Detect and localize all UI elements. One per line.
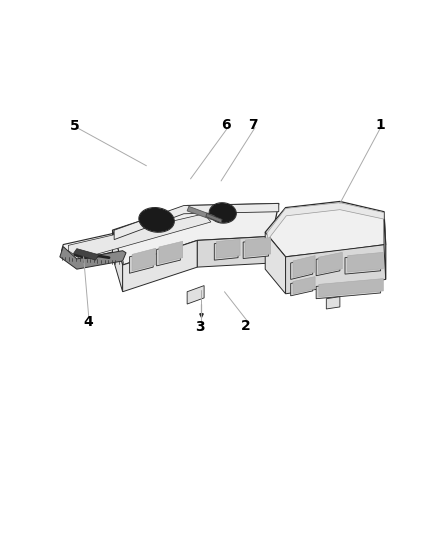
Text: 6: 6 bbox=[221, 118, 231, 132]
Polygon shape bbox=[68, 214, 211, 259]
Polygon shape bbox=[265, 232, 286, 294]
Polygon shape bbox=[61, 212, 224, 261]
Polygon shape bbox=[159, 241, 183, 263]
Text: 2: 2 bbox=[241, 319, 251, 333]
Polygon shape bbox=[326, 297, 340, 309]
Ellipse shape bbox=[140, 208, 173, 231]
Polygon shape bbox=[197, 236, 272, 267]
Polygon shape bbox=[132, 248, 156, 271]
Polygon shape bbox=[316, 254, 340, 276]
Polygon shape bbox=[206, 213, 222, 223]
Polygon shape bbox=[345, 254, 381, 274]
Polygon shape bbox=[245, 238, 271, 256]
Polygon shape bbox=[267, 203, 384, 240]
Polygon shape bbox=[293, 277, 315, 294]
Polygon shape bbox=[384, 212, 386, 279]
Polygon shape bbox=[316, 281, 381, 298]
Polygon shape bbox=[293, 256, 315, 277]
Polygon shape bbox=[291, 279, 313, 296]
Text: 5: 5 bbox=[70, 118, 80, 133]
Text: 3: 3 bbox=[195, 320, 205, 334]
Text: 7: 7 bbox=[248, 118, 258, 132]
Polygon shape bbox=[265, 201, 386, 257]
Text: 1: 1 bbox=[375, 118, 385, 132]
Polygon shape bbox=[113, 204, 279, 265]
Polygon shape bbox=[187, 206, 214, 220]
Polygon shape bbox=[130, 251, 153, 273]
Polygon shape bbox=[243, 240, 268, 259]
Polygon shape bbox=[291, 257, 313, 279]
Ellipse shape bbox=[210, 204, 236, 222]
Polygon shape bbox=[60, 247, 126, 269]
Polygon shape bbox=[348, 252, 383, 272]
Polygon shape bbox=[74, 248, 99, 260]
Polygon shape bbox=[214, 241, 238, 260]
Polygon shape bbox=[318, 252, 342, 273]
Text: 4: 4 bbox=[83, 314, 93, 329]
Polygon shape bbox=[113, 230, 123, 292]
Polygon shape bbox=[319, 279, 383, 297]
Polygon shape bbox=[123, 240, 197, 292]
Polygon shape bbox=[156, 244, 180, 266]
Polygon shape bbox=[286, 245, 386, 294]
Polygon shape bbox=[216, 239, 240, 258]
Polygon shape bbox=[114, 204, 279, 240]
Polygon shape bbox=[187, 286, 204, 304]
